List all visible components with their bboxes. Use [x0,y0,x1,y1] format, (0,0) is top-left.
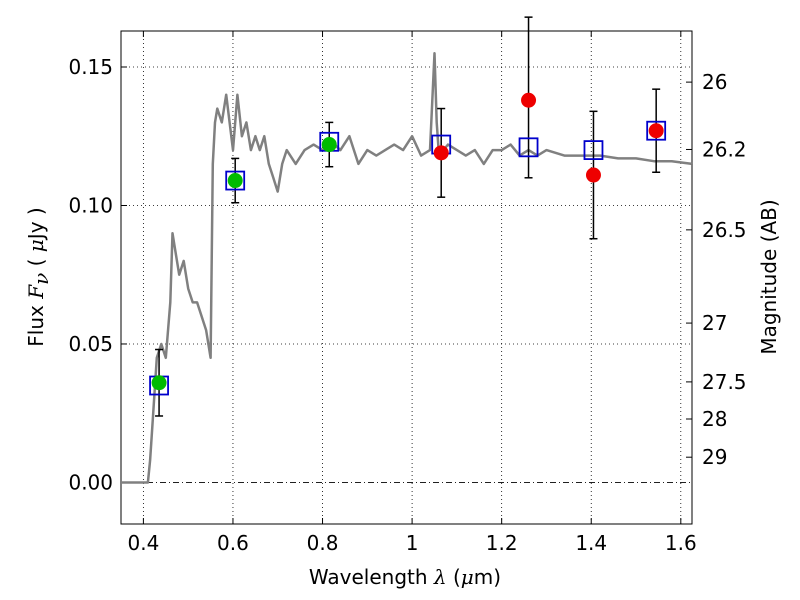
y-axis-label: Flux Fν ( μJy ) [24,207,53,346]
x-tick-label: 1.2 [486,531,518,555]
x-tick-label: 1.6 [665,531,697,555]
y-tick-label: 0.15 [68,55,113,79]
y-tick-label: 0.10 [68,193,113,217]
grid-lines [121,31,692,524]
model-spectrum-line [121,51,693,484]
model-flux-square [518,137,539,158]
x-tick-label: 1 [406,531,419,555]
x-tick-label: 0.4 [127,531,159,555]
magnitude-tick-label: 26.5 [702,218,747,242]
observed-flux-point [648,123,664,139]
x-axis-ticks: 0.4 0.6 0.8 1 1.2 1.4 1.6 [127,31,697,555]
magnitude-tick-label: 27.5 [702,370,747,394]
y-axis-ticks: 0.00 0.05 0.10 0.15 [68,55,127,494]
magnitude-tick-label: 26.2 [702,137,747,161]
x-tick-label: 0.6 [217,531,249,555]
magnitude-tick-label: 28 [702,407,727,431]
magnitude-tick-label: 27 [702,311,727,335]
observed-flux-point [321,137,337,153]
plot-area [121,16,693,484]
observed-flux-point [151,375,167,391]
model-flux-square [583,140,604,160]
x-tick-label: 0.8 [307,531,339,555]
observed-flux-point [227,173,243,189]
model-flux-square [646,120,667,141]
x-axis-label: Wavelength λ (μm) [309,565,501,589]
plot-frame [120,30,693,525]
magnitude-axis-label: Magnitude (AB) [757,199,781,354]
y-tick-label: 0.00 [68,470,113,494]
observed-flux-point [433,145,449,161]
model-flux-square [225,170,246,191]
y-tick-label: 0.05 [68,332,113,356]
observed-flux-point [521,92,537,108]
observed-flux-point [585,167,601,183]
magnitude-axis-ticks: 26 26.2 26.5 27 27.5 28 29 [686,70,747,469]
magnitude-tick-label: 26 [702,70,727,94]
x-tick-label: 1.4 [575,531,607,555]
magnitude-tick-label: 29 [702,445,727,469]
